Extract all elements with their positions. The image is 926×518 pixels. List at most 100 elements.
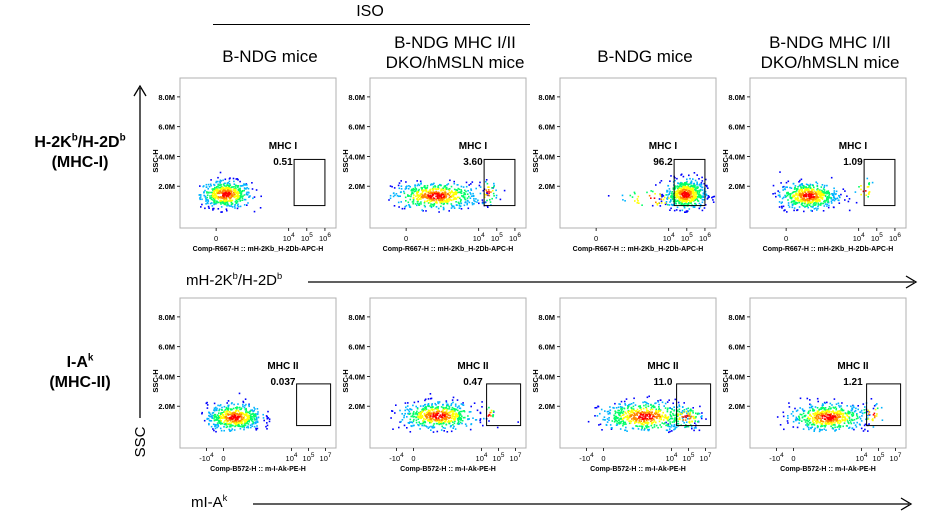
density-point bbox=[429, 406, 432, 409]
density-point bbox=[204, 207, 206, 210]
density-point bbox=[405, 187, 408, 190]
density-point bbox=[426, 415, 428, 418]
density-point bbox=[219, 181, 221, 183]
density-point bbox=[637, 418, 639, 420]
density-point bbox=[650, 190, 652, 192]
density-point bbox=[821, 423, 824, 425]
density-point bbox=[623, 400, 626, 403]
density-point bbox=[407, 413, 410, 415]
density-point bbox=[421, 424, 423, 427]
density-point bbox=[430, 417, 433, 420]
density-point bbox=[206, 199, 208, 201]
density-point bbox=[445, 411, 447, 413]
density-point bbox=[690, 201, 692, 204]
density-point bbox=[430, 184, 432, 186]
density-point bbox=[199, 197, 201, 199]
density-point bbox=[461, 195, 463, 197]
density-point bbox=[430, 203, 432, 205]
density-point bbox=[233, 183, 236, 185]
density-point bbox=[423, 418, 425, 420]
density-point bbox=[225, 186, 227, 189]
density-point bbox=[441, 414, 444, 417]
density-point bbox=[676, 422, 679, 425]
density-point bbox=[268, 420, 271, 423]
density-point bbox=[685, 210, 688, 212]
density-point bbox=[711, 196, 713, 199]
density-point bbox=[835, 411, 837, 414]
density-point bbox=[780, 205, 783, 208]
density-point bbox=[841, 419, 844, 422]
density-point bbox=[653, 426, 656, 428]
density-point bbox=[637, 405, 640, 408]
density-point bbox=[254, 408, 256, 410]
density-point bbox=[244, 418, 247, 421]
density-point bbox=[646, 191, 648, 194]
density-point bbox=[863, 411, 866, 414]
density-point bbox=[483, 201, 486, 204]
density-point bbox=[226, 201, 229, 203]
density-point bbox=[860, 193, 862, 196]
density-point bbox=[595, 406, 598, 409]
density-point bbox=[210, 194, 213, 197]
density-point bbox=[429, 194, 432, 197]
density-point bbox=[470, 423, 473, 425]
density-point bbox=[824, 402, 827, 405]
density-point bbox=[827, 197, 830, 199]
density-point bbox=[785, 195, 787, 198]
density-point bbox=[634, 192, 636, 195]
density-point bbox=[440, 411, 443, 413]
density-point bbox=[841, 402, 843, 404]
density-point bbox=[800, 186, 803, 189]
density-point bbox=[694, 184, 696, 187]
density-point bbox=[447, 414, 449, 416]
density-point bbox=[670, 207, 672, 210]
density-point bbox=[447, 188, 450, 191]
density-point bbox=[416, 192, 418, 194]
density-point bbox=[239, 406, 241, 409]
density-point bbox=[459, 413, 462, 415]
density-point bbox=[223, 196, 225, 198]
density-point bbox=[243, 204, 246, 206]
density-point bbox=[664, 202, 667, 204]
density-point bbox=[795, 416, 798, 419]
density-point bbox=[217, 185, 219, 187]
density-point bbox=[819, 190, 821, 193]
density-point bbox=[445, 415, 448, 418]
density-point bbox=[409, 185, 411, 188]
density-point bbox=[226, 205, 228, 207]
density-point bbox=[616, 420, 619, 423]
density-point bbox=[836, 414, 839, 417]
density-point bbox=[213, 402, 216, 405]
density-point bbox=[813, 424, 816, 426]
density-point bbox=[412, 187, 415, 190]
density-point bbox=[815, 181, 817, 183]
gate-rectangle bbox=[866, 383, 902, 427]
density-point bbox=[442, 194, 445, 196]
density-point bbox=[426, 414, 428, 416]
density-point bbox=[233, 422, 236, 425]
density-point bbox=[667, 185, 670, 187]
density-point bbox=[449, 414, 451, 417]
density-point bbox=[792, 420, 795, 423]
density-point bbox=[654, 421, 657, 424]
density-point bbox=[233, 403, 235, 406]
density-point bbox=[424, 408, 426, 410]
density-point bbox=[429, 191, 432, 194]
density-point bbox=[419, 180, 422, 183]
density-point bbox=[450, 203, 453, 205]
density-point bbox=[251, 423, 253, 425]
density-point bbox=[633, 412, 635, 415]
density-point bbox=[437, 412, 440, 415]
density-point bbox=[606, 418, 609, 420]
density-point bbox=[628, 413, 631, 415]
density-point bbox=[686, 192, 689, 195]
density-point bbox=[215, 406, 217, 409]
density-point bbox=[456, 406, 459, 409]
density-point bbox=[666, 417, 669, 420]
density-point bbox=[616, 423, 619, 426]
density-point bbox=[849, 421, 852, 423]
density-point bbox=[449, 412, 451, 414]
density-point bbox=[653, 412, 656, 415]
density-point bbox=[651, 413, 653, 416]
density-point bbox=[225, 406, 228, 409]
